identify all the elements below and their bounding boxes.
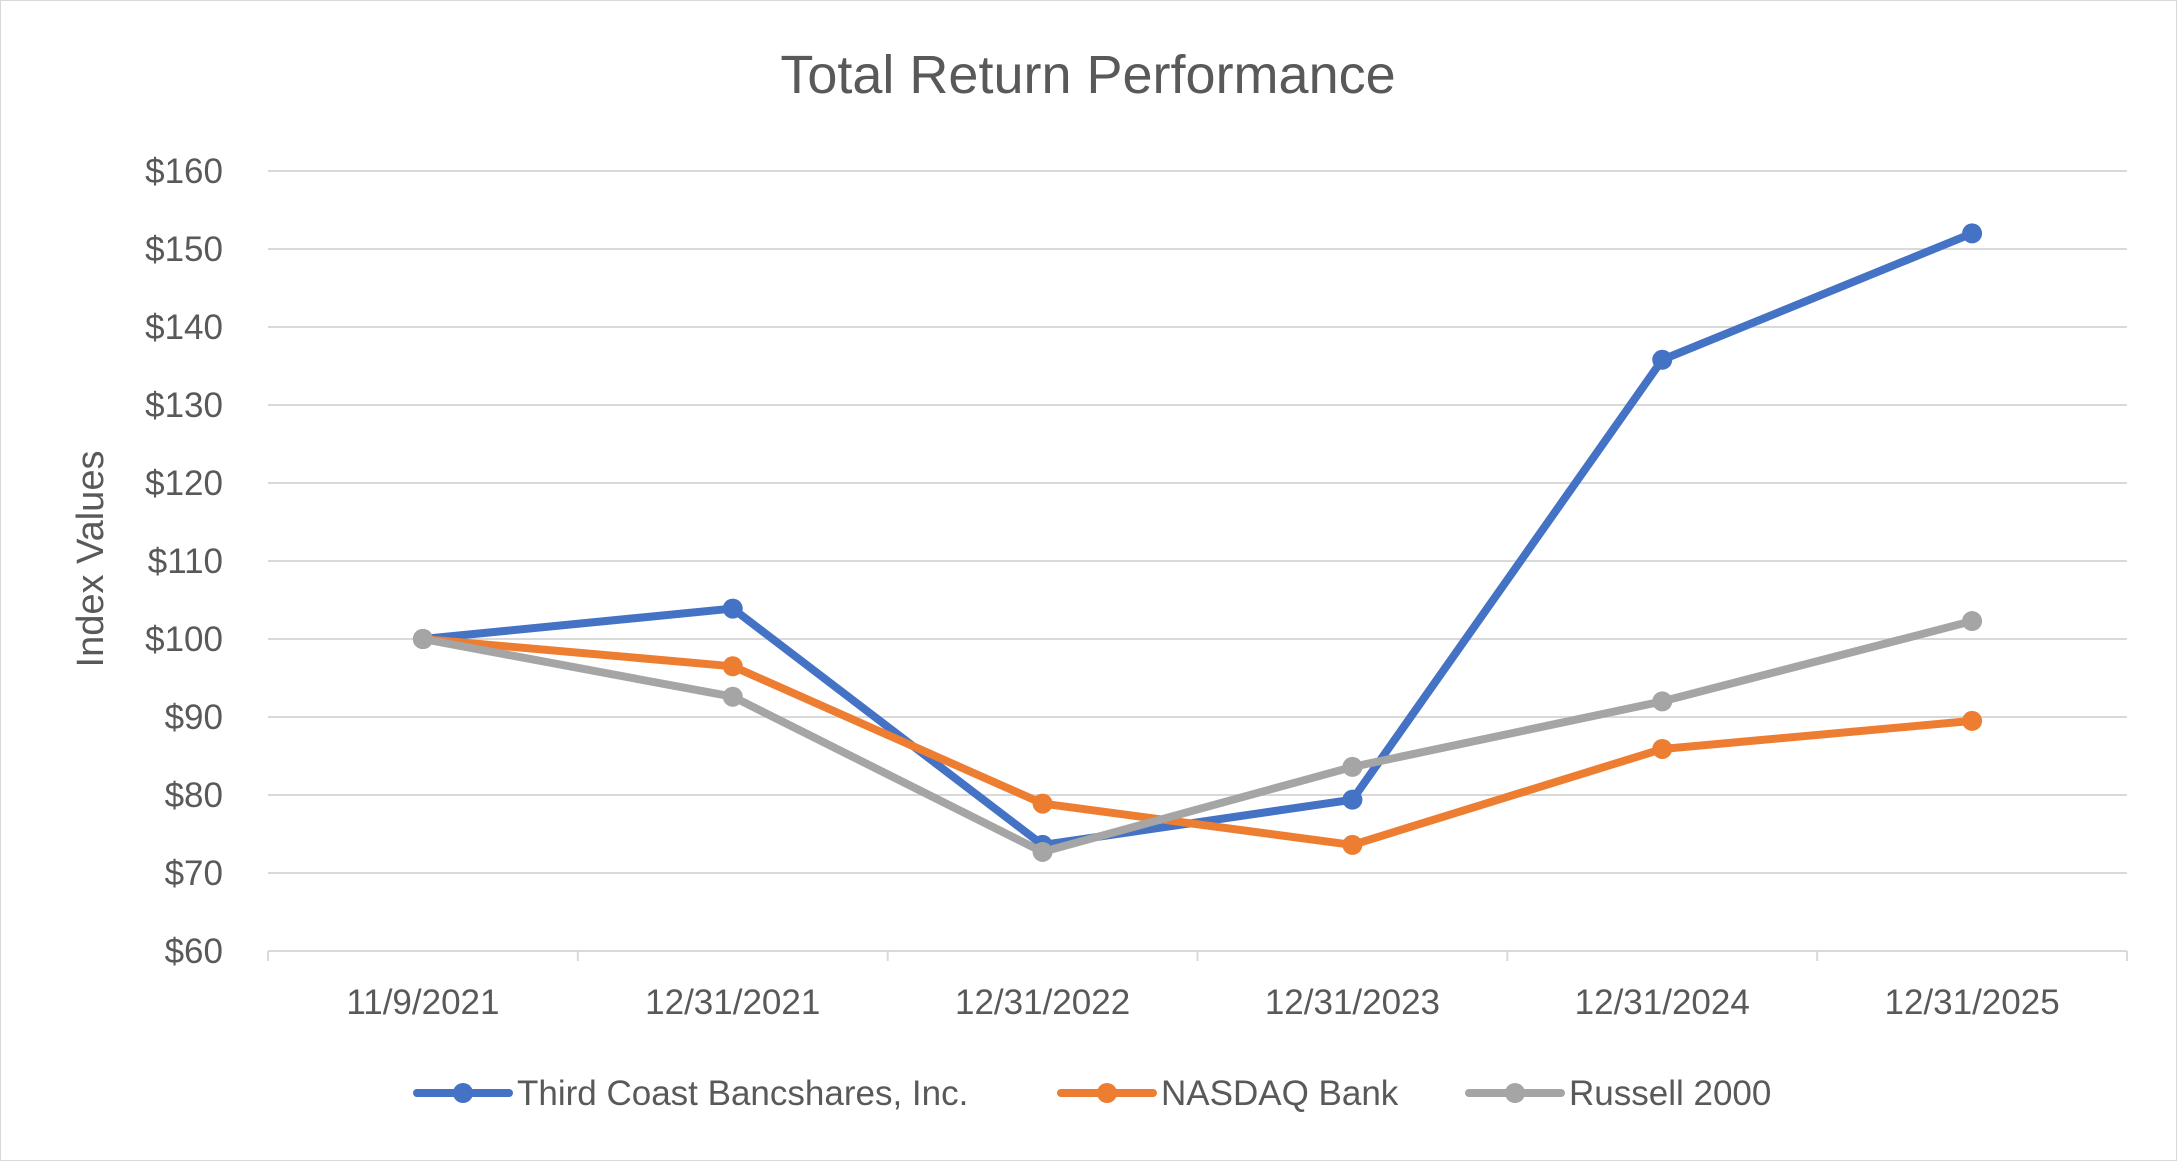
y-axis-title: Index Values bbox=[70, 451, 112, 668]
chart-title: Total Return Performance bbox=[780, 45, 1395, 105]
data-point bbox=[722, 598, 743, 619]
data-point bbox=[1652, 349, 1673, 370]
legend-swatch-marker bbox=[1505, 1083, 1525, 1103]
data-point bbox=[722, 656, 743, 677]
y-tick-label: $150 bbox=[145, 230, 223, 269]
legend: Third Coast Bancshares, Inc. NASDAQ Bank R… bbox=[413, 1074, 1771, 1113]
series-line bbox=[418, 617, 1977, 856]
legend-item: Russell 2000 bbox=[1465, 1074, 1771, 1113]
gridlines bbox=[268, 170, 2127, 874]
data-point bbox=[1032, 793, 1053, 814]
data-point bbox=[1032, 841, 1053, 862]
y-tick-label: $60 bbox=[165, 932, 223, 971]
data-point bbox=[1342, 756, 1363, 777]
y-tick-label: $70 bbox=[165, 854, 223, 893]
y-axis-tick-labels: $60 $70 $80 $90 $100 $110 $120 $130 $140 $150 $160 bbox=[145, 152, 223, 971]
data-point bbox=[722, 686, 743, 707]
series-3 bbox=[412, 611, 1983, 862]
x-tick-label: 12/31/2022 bbox=[955, 983, 1130, 1022]
data-point bbox=[1342, 789, 1363, 810]
x-tick-label: 12/31/2021 bbox=[645, 983, 820, 1022]
x-tick-label: 12/31/2023 bbox=[1265, 983, 1440, 1022]
data-point bbox=[1962, 710, 1983, 731]
x-tick-label: 11/9/2021 bbox=[346, 983, 499, 1022]
legend-label: Third Coast Bancshares, Inc. bbox=[517, 1074, 968, 1113]
x-axis-tick-labels: 11/9/2021 12/31/2021 12/31/2022 12/31/2023 1… bbox=[346, 983, 2059, 1022]
series-2 bbox=[412, 629, 1983, 855]
legend-item: Third Coast Bancshares, Inc. bbox=[413, 1074, 968, 1113]
x-axis bbox=[267, 950, 2128, 961]
data-point bbox=[1962, 223, 1983, 244]
y-tick-label: $100 bbox=[145, 620, 223, 659]
data-point bbox=[1652, 738, 1673, 759]
series-1 bbox=[412, 223, 1983, 855]
y-tick-label: $130 bbox=[145, 386, 223, 425]
y-tick-label: $160 bbox=[145, 152, 223, 191]
legend-label: Russell 2000 bbox=[1569, 1074, 1771, 1113]
x-tick-label: 12/31/2025 bbox=[1884, 983, 2059, 1022]
y-tick-label: $90 bbox=[165, 698, 223, 737]
series-line bbox=[418, 635, 1977, 849]
legend-label: NASDAQ Bank bbox=[1161, 1074, 1399, 1113]
y-tick-label: $80 bbox=[165, 776, 223, 815]
data-point bbox=[1962, 611, 1983, 632]
y-tick-label: $140 bbox=[145, 308, 223, 347]
legend-item: NASDAQ Bank bbox=[1057, 1074, 1399, 1113]
legend-swatch-marker bbox=[453, 1083, 473, 1103]
legend-swatch-marker bbox=[1097, 1083, 1117, 1103]
series-line bbox=[418, 229, 1977, 849]
y-tick-label: $120 bbox=[145, 464, 223, 503]
data-point bbox=[1342, 834, 1363, 855]
data-point bbox=[1652, 691, 1673, 712]
y-tick-label: $110 bbox=[148, 542, 223, 581]
x-tick-label: 12/31/2024 bbox=[1575, 983, 1750, 1022]
data-point bbox=[412, 629, 433, 649]
series-lines bbox=[412, 223, 1983, 862]
